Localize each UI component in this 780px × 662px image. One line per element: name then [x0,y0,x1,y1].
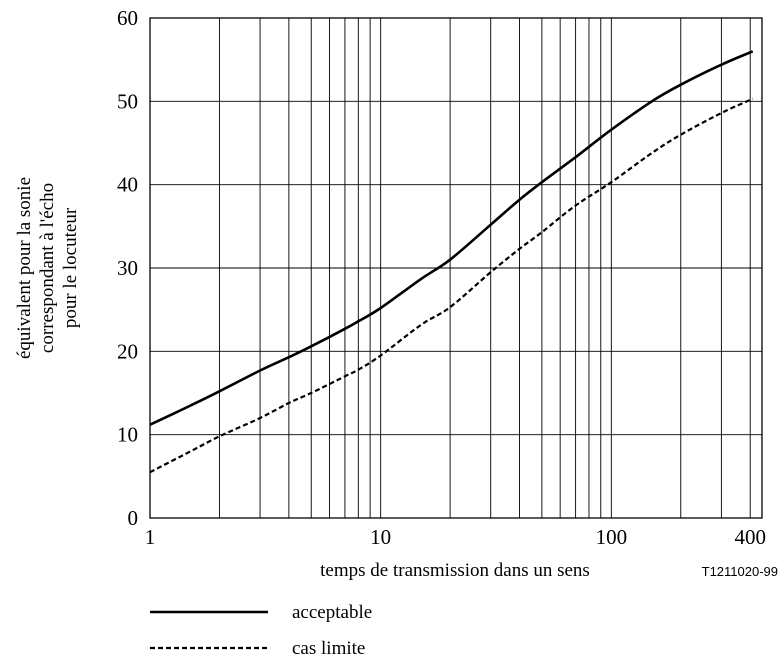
x-tick-label-400: 400 [734,525,766,549]
x-tick-label-100: 100 [596,525,628,549]
x-tick-label-10: 10 [370,525,391,549]
y-tick-label-20: 20 [117,339,138,363]
series-line-cas-limite [149,97,754,474]
y-tick-label-0: 0 [128,506,139,530]
series-layer [149,50,754,474]
y-tick-label-60: 60 [117,6,138,30]
y-tick-label-50: 50 [117,89,138,113]
y-axis-title-line-2: correspondant à l'écho [37,183,58,353]
y-axis-title-line-1: équivalent pour la sonie [14,177,35,359]
figure-reference: T1211020-99 [702,564,778,579]
plot-frame [149,17,763,519]
y-tick-label-40: 40 [117,173,138,197]
legend-label-acceptable: acceptable [292,602,372,623]
y-tick-label-10: 10 [117,423,138,447]
grid [150,18,762,518]
y-axis-title-line-3: pour le locuteur [60,207,81,328]
y-axis-title: équivalent pour la sonie correspondant à… [14,177,81,359]
series-line-acceptable [149,50,754,426]
y-tick-labels: 0 10 20 30 40 50 60 [117,6,138,530]
legend-label-cas-limite: cas limite [292,638,365,659]
y-tick-label-30: 30 [117,256,138,280]
legend: acceptable cas limite [150,602,372,659]
x-axis-title: temps de transmission dans un sens [320,560,590,581]
x-tick-label-1: 1 [145,525,156,549]
x-tick-labels: 1 10 100 400 [145,525,766,549]
